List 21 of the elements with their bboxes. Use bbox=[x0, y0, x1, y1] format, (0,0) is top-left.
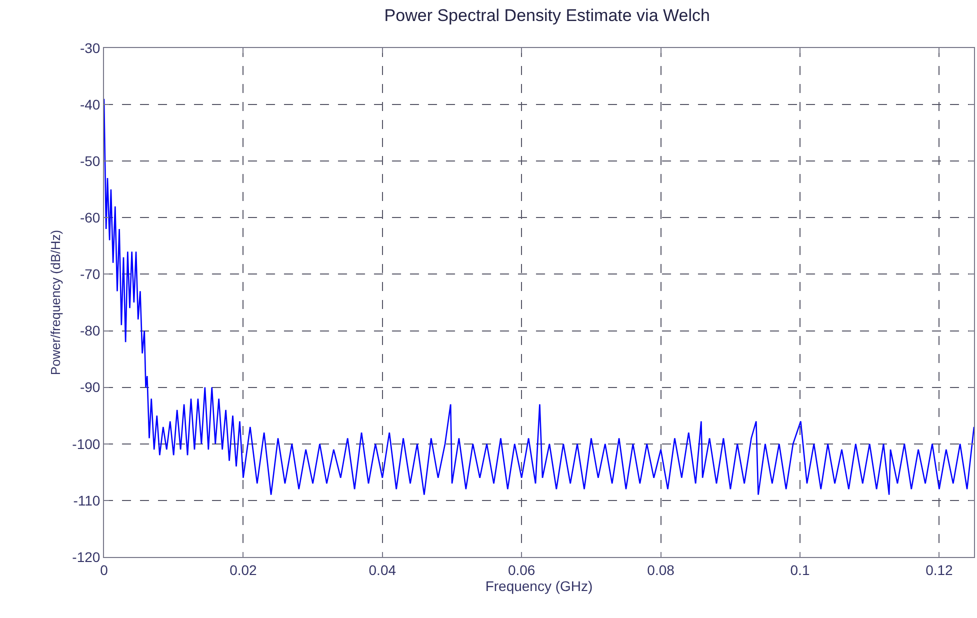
y-axis-title: Power/frequency (dB/Hz) bbox=[48, 230, 64, 376]
x-tick-label: 0.08 bbox=[647, 562, 675, 578]
x-tick-label: 0.04 bbox=[368, 562, 396, 578]
chart-title: Power Spectral Density Estimate via Welch bbox=[384, 6, 710, 26]
y-tick-label: -40 bbox=[80, 96, 100, 112]
y-tick-label: -70 bbox=[80, 266, 100, 282]
x-tick-label: 0.1 bbox=[790, 562, 810, 578]
x-tick-label: 0.02 bbox=[230, 562, 258, 578]
y-tick-label: -90 bbox=[80, 379, 100, 396]
x-axis-title: Frequency (GHz) bbox=[485, 578, 593, 594]
line-series bbox=[104, 98, 974, 496]
y-tick-label: -120 bbox=[72, 548, 100, 565]
y-tick-label: -60 bbox=[80, 210, 100, 226]
x-tick-label: 0.12 bbox=[926, 562, 954, 578]
y-tick-label: -50 bbox=[80, 153, 100, 170]
x-tick-label: 0.06 bbox=[508, 562, 536, 578]
y-tick-label: -80 bbox=[80, 322, 100, 339]
y-tick-label: -100 bbox=[72, 436, 100, 452]
x-tick-label: 0 bbox=[100, 562, 108, 578]
y-tick-label: -30 bbox=[80, 40, 100, 56]
y-tick-label: -110 bbox=[73, 492, 100, 508]
